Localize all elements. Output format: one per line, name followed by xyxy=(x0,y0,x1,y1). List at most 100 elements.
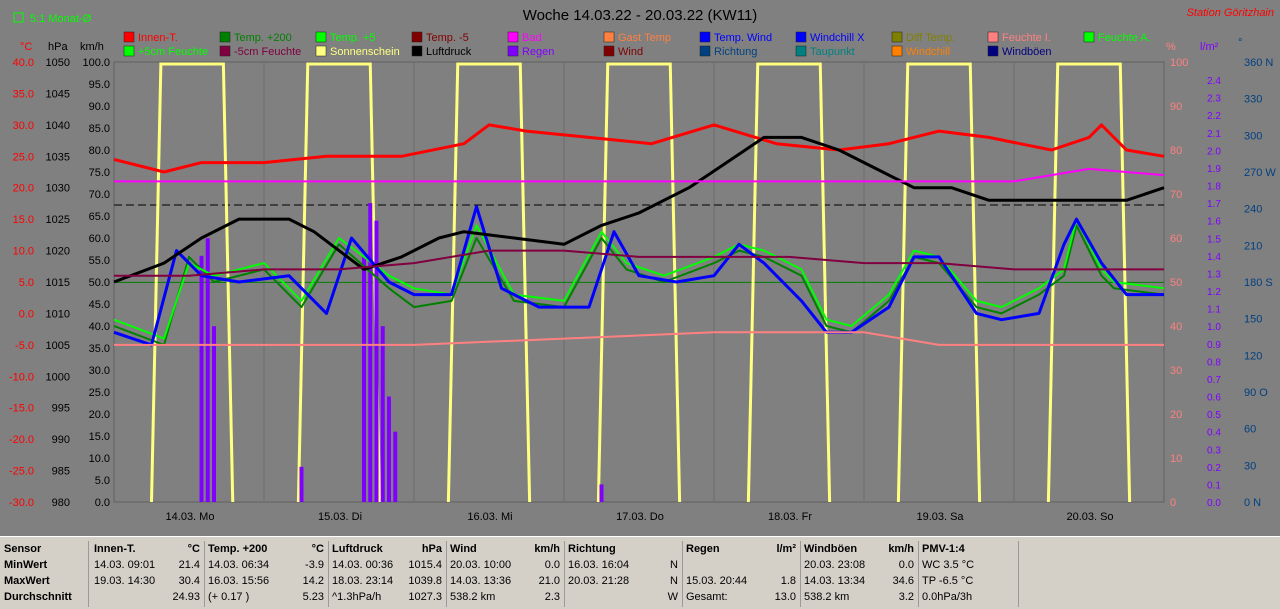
rain-bar xyxy=(393,431,398,502)
legend-swatch xyxy=(411,45,423,57)
wind-tick: 35.0 xyxy=(89,343,110,355)
rain-bar xyxy=(205,238,210,502)
humidity-tick: 50 xyxy=(1170,277,1182,289)
stats-cell-time: 14.03. 13:36 xyxy=(450,575,512,587)
pressure-tick: 1015 xyxy=(46,277,70,289)
stats-column: Innen-T. °C 14.03. 09:01 21.4 19.03. 14:30 30… xyxy=(90,541,205,607)
stats-cell: 20.03. 10:00 0.0 xyxy=(450,559,560,575)
stats-cell-value: 1015.4 xyxy=(408,559,442,571)
rain-tick: 0.4 xyxy=(1207,428,1221,439)
pressure-tick: 985 xyxy=(52,466,70,478)
humidity-tick: 70 xyxy=(1170,189,1182,201)
legend-label: Windböen xyxy=(1002,46,1052,58)
wind-tick: 55.0 xyxy=(89,255,110,267)
stats-cell: 24.93 xyxy=(94,591,200,607)
legend-swatch xyxy=(795,31,807,43)
toggle-checkbox[interactable] xyxy=(13,12,24,23)
rain-tick: 1.5 xyxy=(1207,234,1221,245)
day-label: 18.03. Fr xyxy=(768,511,812,523)
pressure-tick: 995 xyxy=(52,403,70,415)
rain-bar xyxy=(362,255,366,502)
stats-column-unit: km/h xyxy=(534,543,560,555)
stats-cell-time: ^1.3hPa/h xyxy=(332,591,382,603)
stats-column-name: Innen-T. xyxy=(94,543,136,555)
stats-cell-value: 1.8 xyxy=(780,575,796,587)
rain-tick: 2.2 xyxy=(1207,111,1221,122)
stats-cell-value: 21.4 xyxy=(178,559,200,571)
temp-tick: 40.0 xyxy=(13,57,34,69)
rain-bar xyxy=(199,255,204,502)
rain-bar xyxy=(380,326,385,502)
station-name: Station Göritzhain xyxy=(1187,7,1274,19)
legend-swatch xyxy=(219,45,231,57)
wind-tick: 75.0 xyxy=(89,167,110,179)
rain-tick: 1.7 xyxy=(1207,199,1221,210)
stats-cell-time: 14.03. 00:36 xyxy=(332,559,394,571)
day-label: 16.03. Mi xyxy=(467,511,512,523)
stats-cell-value: 21.0 xyxy=(538,575,560,587)
rain-tick: 0.7 xyxy=(1207,375,1221,386)
pressure-tick: 1035 xyxy=(46,151,70,163)
sunshine-block xyxy=(746,62,832,503)
wind-tick: 70.0 xyxy=(89,189,110,201)
pressure-tick: 1045 xyxy=(46,88,70,100)
stats-cell-value: 5.23 xyxy=(302,591,324,603)
legend-label: Temp. +200 xyxy=(234,32,292,44)
legend-label: Feuchte A. xyxy=(1098,32,1151,44)
humidity-unit: % xyxy=(1166,41,1176,53)
temp-tick: -10.0 xyxy=(9,371,34,383)
direction-tick: 60 xyxy=(1244,424,1256,436)
legend-label: Innen-T. xyxy=(138,32,178,44)
stats-cell-value: W xyxy=(667,591,678,603)
stats-cell-time: 538.2 km xyxy=(804,591,850,603)
stats-cell: 14.03. 06:34 -3.9 xyxy=(208,559,324,575)
pressure-tick: 1050 xyxy=(46,57,70,69)
stats-column: Richtung 16.03. 16:04 N 20.03. 21:28 N W xyxy=(564,541,683,607)
legend-label: Diff Temp. xyxy=(906,32,955,44)
stats-column-header: Windböen km/h xyxy=(804,543,914,559)
stats-cell-time: (+ 0.17 ) xyxy=(208,591,250,603)
wind-tick: 15.0 xyxy=(89,431,110,443)
stats-cell: WC 3.5 °C xyxy=(922,559,1014,575)
stats-column-name: Wind xyxy=(450,543,477,555)
legend-swatch xyxy=(891,31,903,43)
stats-row-labels: Sensor MinWert MaxWert Durchschnitt xyxy=(0,541,89,607)
pressure-tick: 1005 xyxy=(46,340,70,352)
stats-cell-time: 14.03. 09:01 xyxy=(94,559,156,571)
temp-tick: 20.0 xyxy=(13,183,34,195)
stats-cell-time: 16.03. 16:04 xyxy=(568,559,630,571)
day-label: 20.03. So xyxy=(1066,511,1113,523)
stats-cell: ^1.3hPa/h 1027.3 xyxy=(332,591,442,607)
series-line xyxy=(113,205,1164,347)
stats-cell-time: 19.03. 14:30 xyxy=(94,575,156,587)
legend-label: Windchill X xyxy=(810,32,865,44)
legend-swatch xyxy=(603,45,615,57)
stats-cell-time: 14.03. 06:34 xyxy=(208,559,270,571)
wind-tick: 25.0 xyxy=(89,387,110,399)
direction-tick: 270 W xyxy=(1244,167,1276,179)
pressure-tick: 1010 xyxy=(46,308,70,320)
rain-tick: 1.8 xyxy=(1207,182,1221,193)
stats-cell-value: N xyxy=(670,575,678,587)
temp-tick: 5.0 xyxy=(19,277,34,289)
temp-tick: 10.0 xyxy=(13,246,34,258)
series-line xyxy=(114,167,1165,183)
direction-tick: 330 xyxy=(1244,94,1262,106)
row-label-avg: Durchschnitt xyxy=(4,591,72,603)
wind-tick: 5.0 xyxy=(95,475,110,487)
rain-tick: 0.6 xyxy=(1207,393,1221,404)
legend-swatch xyxy=(699,31,711,43)
legend-label: Richtung xyxy=(714,46,757,58)
stats-column-header: Wind km/h xyxy=(450,543,560,559)
stats-cell-time: 20.03. 10:00 xyxy=(450,559,512,571)
stats-column-unit: l/m² xyxy=(776,543,796,555)
rain-bar xyxy=(387,396,391,502)
legend-swatch xyxy=(795,45,807,57)
row-label-max: MaxWert xyxy=(4,575,50,587)
wind-tick: 10.0 xyxy=(89,453,110,465)
pressure-unit: hPa xyxy=(48,41,68,53)
stats-table: Sensor MinWert MaxWert Durchschnitt Inne… xyxy=(0,536,1280,609)
humidity-tick: 80 xyxy=(1170,145,1182,157)
stats-cell-time: 14.03. 13:34 xyxy=(804,575,866,587)
legend-swatch xyxy=(699,45,711,57)
